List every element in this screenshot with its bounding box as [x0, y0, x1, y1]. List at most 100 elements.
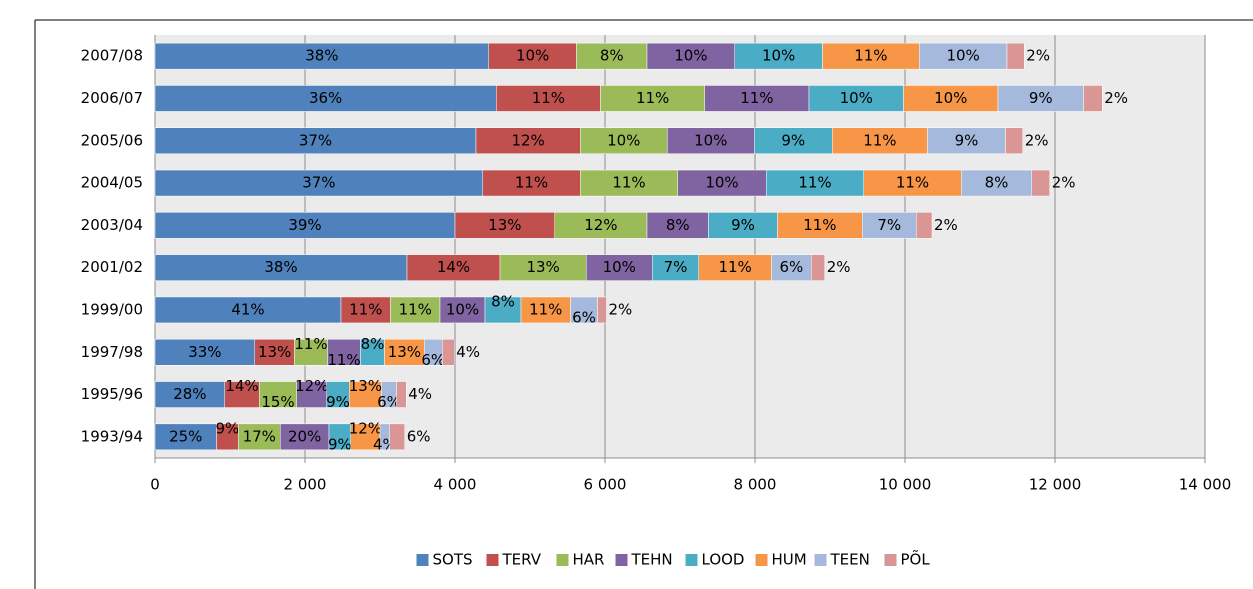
bar-segment	[811, 254, 825, 281]
legend-label: TEEN	[830, 551, 870, 569]
y-tick-label: 2003/04	[81, 216, 143, 234]
bar-segment	[916, 212, 933, 239]
data-label: 10%	[603, 258, 636, 276]
bar-segment	[406, 254, 501, 281]
bar-segment	[154, 423, 217, 451]
bar-segment	[927, 127, 1006, 154]
bar-segment	[390, 296, 441, 324]
y-tick-label: 2005/06	[81, 131, 143, 149]
data-label: 2%	[1052, 174, 1076, 192]
data-label: 2%	[1025, 131, 1049, 149]
legend-label: SOTS	[433, 551, 473, 569]
data-label: 11%	[399, 300, 432, 318]
data-label: 6%	[779, 258, 803, 276]
data-label: 10%	[674, 47, 707, 65]
bar-segment	[646, 212, 709, 239]
data-label: 15%	[261, 393, 294, 411]
legend-swatch	[685, 554, 698, 566]
data-label: 11%	[803, 216, 836, 234]
bar-segment	[340, 296, 391, 324]
x-tick-label: 2 000	[284, 476, 327, 494]
data-label: 7%	[877, 216, 901, 234]
bar-segment	[822, 42, 920, 70]
data-label: 38%	[264, 258, 297, 276]
data-label: 2%	[934, 216, 958, 234]
data-label: 17%	[243, 427, 276, 445]
bar-segment	[154, 296, 342, 324]
data-label: 13%	[258, 343, 291, 361]
data-label: 11%	[740, 89, 773, 107]
data-label: 9%	[215, 419, 239, 437]
data-label: 41%	[231, 300, 264, 318]
bar-segment	[1083, 85, 1103, 112]
bar-segment	[771, 254, 812, 281]
data-label: 6%	[421, 351, 445, 369]
x-tick-label: 14 000	[1179, 476, 1232, 494]
data-label: 11%	[854, 47, 887, 65]
bar-segment	[442, 339, 455, 366]
data-label: 10%	[446, 300, 479, 318]
bar-segment	[734, 42, 823, 70]
bar-segment	[259, 381, 297, 408]
legend-label: LOOD	[702, 551, 745, 569]
data-label: 13%	[349, 377, 382, 395]
bar-segment	[832, 127, 928, 154]
data-label: 39%	[288, 216, 321, 234]
data-label: 38%	[305, 47, 338, 65]
legend-swatch	[615, 554, 628, 566]
bar-segment	[384, 339, 425, 366]
legend-swatch	[755, 554, 768, 566]
x-tick-label: 4 000	[434, 476, 477, 494]
data-label: 9%	[326, 393, 350, 411]
x-tick-label: 12 000	[1029, 476, 1082, 494]
bar-segment	[766, 169, 864, 197]
legend-swatch	[814, 554, 827, 566]
data-label: 2%	[1026, 47, 1050, 65]
data-label: 33%	[188, 343, 221, 361]
y-tick-label: 1999/00	[81, 300, 143, 318]
bar-segment	[862, 212, 917, 239]
data-label: 2%	[827, 258, 851, 276]
data-label: 11%	[612, 174, 645, 192]
data-label: 11%	[529, 300, 562, 318]
bar-segment	[600, 85, 705, 112]
bar-segment	[350, 423, 381, 451]
data-label: 9%	[731, 216, 755, 234]
legend-label: HUM	[772, 551, 807, 569]
bar-segment	[154, 169, 483, 197]
data-label: 14%	[437, 258, 470, 276]
x-tick-label: 10 000	[879, 476, 932, 494]
data-label: 2%	[1104, 89, 1128, 107]
bar-segment	[1031, 169, 1050, 197]
data-label: 10%	[516, 47, 549, 65]
bar-segment	[154, 339, 255, 366]
data-label: 37%	[302, 174, 335, 192]
bar-segment	[482, 169, 581, 197]
bar-segment	[777, 212, 863, 239]
data-label: 12%	[295, 377, 328, 395]
data-label: 4%	[456, 343, 480, 361]
data-label: 10%	[840, 89, 873, 107]
bar-segment	[520, 296, 571, 324]
data-label: 11%	[532, 89, 565, 107]
bar-segment	[570, 296, 598, 324]
bar-segment	[439, 296, 486, 324]
data-label: 2%	[609, 300, 633, 318]
bar-segment	[997, 85, 1084, 112]
data-label: 8%	[600, 47, 624, 65]
data-label: 37%	[299, 131, 332, 149]
bar-segment	[597, 296, 607, 324]
legend-swatch	[416, 554, 429, 566]
data-label: 10%	[934, 89, 967, 107]
data-label: 11%	[327, 351, 360, 369]
bar-segment	[254, 339, 295, 366]
data-label: 10%	[762, 47, 795, 65]
data-label: 11%	[515, 174, 548, 192]
data-label: 12%	[511, 131, 544, 149]
data-label: 13%	[526, 258, 559, 276]
data-label: 28%	[173, 385, 206, 403]
legend-swatch	[884, 554, 897, 566]
bar-segment	[238, 423, 281, 451]
bar-segment	[903, 85, 999, 112]
